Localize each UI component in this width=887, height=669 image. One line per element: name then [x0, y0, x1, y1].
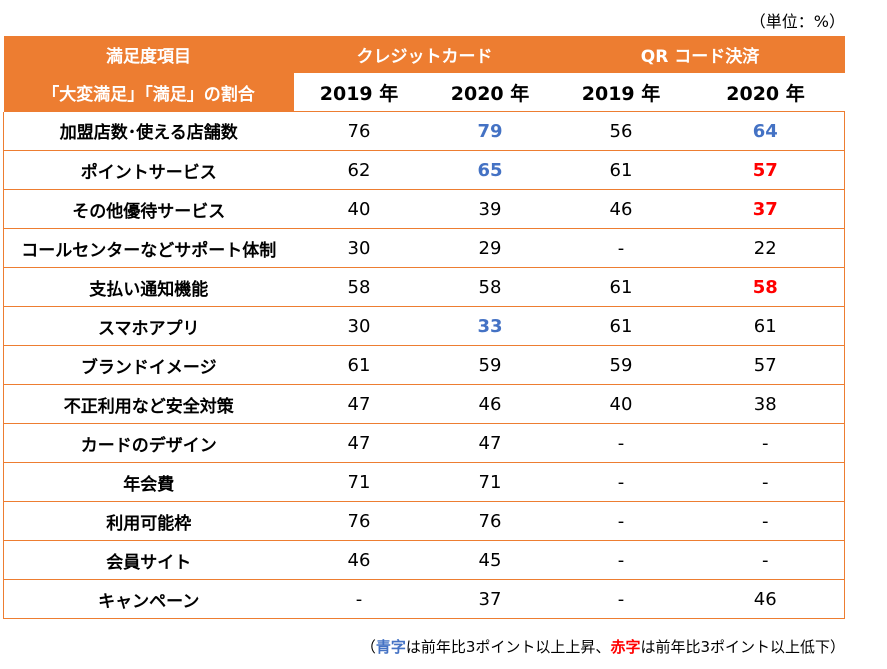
value-cell: 40 — [555, 384, 687, 424]
value-cell: 46 — [686, 579, 845, 619]
note-blue-word: 青字 — [375, 638, 406, 656]
header-credit-card: クレジットカード — [293, 36, 556, 73]
table-row: キャンペーン -37-46 — [3, 579, 845, 619]
value-cell: 71 — [293, 462, 425, 502]
value-cell: 79 — [424, 111, 556, 151]
value-cell: 47 — [424, 423, 556, 463]
table-row: ブランドイメージ 61 59 59 57 — [3, 345, 845, 385]
value-cell: 47 — [293, 384, 425, 424]
table-row: スマホアプリ 30 33 61 61 — [3, 306, 845, 346]
row-label: 利用可能枠 — [3, 501, 294, 541]
value-cell: - — [293, 579, 425, 619]
value-cell: 45 — [424, 540, 556, 580]
note-blue-text: は前年比3ポイント以上上昇、 — [405, 638, 611, 656]
value-cell: 58 — [424, 267, 556, 307]
table-body: 加盟店数･使える店舗数 76 79 56 64 ポイントサービス 62 65 61 57 その他優待… — [3, 111, 845, 619]
value-cell: 22 — [686, 228, 845, 268]
row-label: ポイントサービス — [3, 150, 294, 190]
value-cell: - — [555, 462, 687, 502]
value-cell: - — [555, 423, 687, 463]
row-label: その他優待サービス — [3, 189, 294, 229]
table-row: コールセンターなどサポート体制 30 29-22 — [3, 228, 845, 268]
row-label: 支払い通知機能 — [3, 267, 294, 307]
table-row: 支払い通知機能 58 58 61 58 — [3, 267, 845, 307]
value-cell: 57 — [686, 345, 845, 385]
value-cell: 39 — [424, 189, 556, 229]
value-cell: 40 — [293, 189, 425, 229]
value-cell: 61 — [555, 306, 687, 346]
table-row: 不正利用など安全対策 47 46 40 38 — [3, 384, 845, 424]
value-cell: 30 — [293, 228, 425, 268]
year-header: 2019 年 — [293, 73, 425, 112]
value-cell: 59 — [555, 345, 687, 385]
value-cell: - — [555, 579, 687, 619]
table-row: 利用可能枠 76 76- - — [3, 501, 845, 541]
header-item-label: 満足度項目 — [3, 36, 294, 73]
table-row: ポイントサービス 62 65 61 57 — [3, 150, 845, 190]
value-cell: 57 — [686, 150, 845, 190]
row-label: コールセンターなどサポート体制 — [3, 228, 294, 268]
row-label: 加盟店数･使える店舗数 — [3, 111, 294, 151]
value-cell: 76 — [293, 501, 425, 541]
value-cell: 58 — [686, 267, 845, 307]
value-cell: 58 — [293, 267, 425, 307]
value-cell: 76 — [424, 501, 556, 541]
row-label: キャンペーン — [3, 579, 294, 619]
row-label: 不正利用など安全対策 — [3, 384, 294, 424]
row-label: 会員サイト — [3, 540, 294, 580]
value-cell: 38 — [686, 384, 845, 424]
year-header: 2020 年 — [424, 73, 556, 112]
value-cell: 61 — [555, 267, 687, 307]
legend-note: （青字は前年比3ポイント以上上昇、赤字は前年比3ポイント以上低下） — [361, 636, 845, 657]
value-cell: 37 — [424, 579, 556, 619]
value-cell: 46 — [424, 384, 556, 424]
note-red-word: 赤字 — [610, 638, 641, 656]
value-cell: 59 — [424, 345, 556, 385]
row-label: スマホアプリ — [3, 306, 294, 346]
value-cell: 47 — [293, 423, 425, 463]
value-cell: 56 — [555, 111, 687, 151]
value-cell: 71 — [424, 462, 556, 502]
value-cell: - — [686, 540, 845, 580]
value-cell: - — [686, 501, 845, 541]
value-cell: 46 — [293, 540, 425, 580]
row-label: ブランドイメージ — [3, 345, 294, 385]
value-cell: - — [555, 501, 687, 541]
row-label: カードのデザイン — [3, 423, 294, 463]
value-cell: 37 — [686, 189, 845, 229]
value-cell: 46 — [555, 189, 687, 229]
value-cell: 65 — [424, 150, 556, 190]
row-label: 年会費 — [3, 462, 294, 502]
value-cell: - — [686, 423, 845, 463]
table-row: 年会費 71 71- - — [3, 462, 845, 502]
header-ratio-label: 「大変満足」「満足」の割合 — [3, 73, 294, 112]
satisfaction-table: 満足度項目 クレジットカード QR コード決済 「大変満足」「満足」の割合 20… — [3, 36, 845, 619]
note-open: （ — [360, 638, 376, 656]
value-cell: - — [555, 228, 687, 268]
value-cell: 62 — [293, 150, 425, 190]
table-row: カードのデザイン 47 47- - — [3, 423, 845, 463]
value-cell: 61 — [686, 306, 845, 346]
value-cell: 33 — [424, 306, 556, 346]
value-cell: - — [686, 462, 845, 502]
note-red-text: は前年比3ポイント以上低下） — [640, 638, 845, 656]
table-row: 加盟店数･使える店舗数 76 79 56 64 — [3, 111, 845, 151]
value-cell: - — [555, 540, 687, 580]
table-row: その他優待サービス 40 39 46 37 — [3, 189, 845, 229]
value-cell: 61 — [293, 345, 425, 385]
value-cell: 76 — [293, 111, 425, 151]
value-cell: 29 — [424, 228, 556, 268]
value-cell: 30 — [293, 306, 425, 346]
value-cell: 61 — [555, 150, 687, 190]
header-qr: QR コード決済 — [555, 36, 845, 73]
year-header: 2019 年 — [555, 73, 687, 112]
table-row: 会員サイト 46 45- - — [3, 540, 845, 580]
value-cell: 64 — [686, 111, 845, 151]
unit-label: （単位：%） — [749, 12, 845, 31]
year-header: 2020 年 — [686, 73, 845, 112]
